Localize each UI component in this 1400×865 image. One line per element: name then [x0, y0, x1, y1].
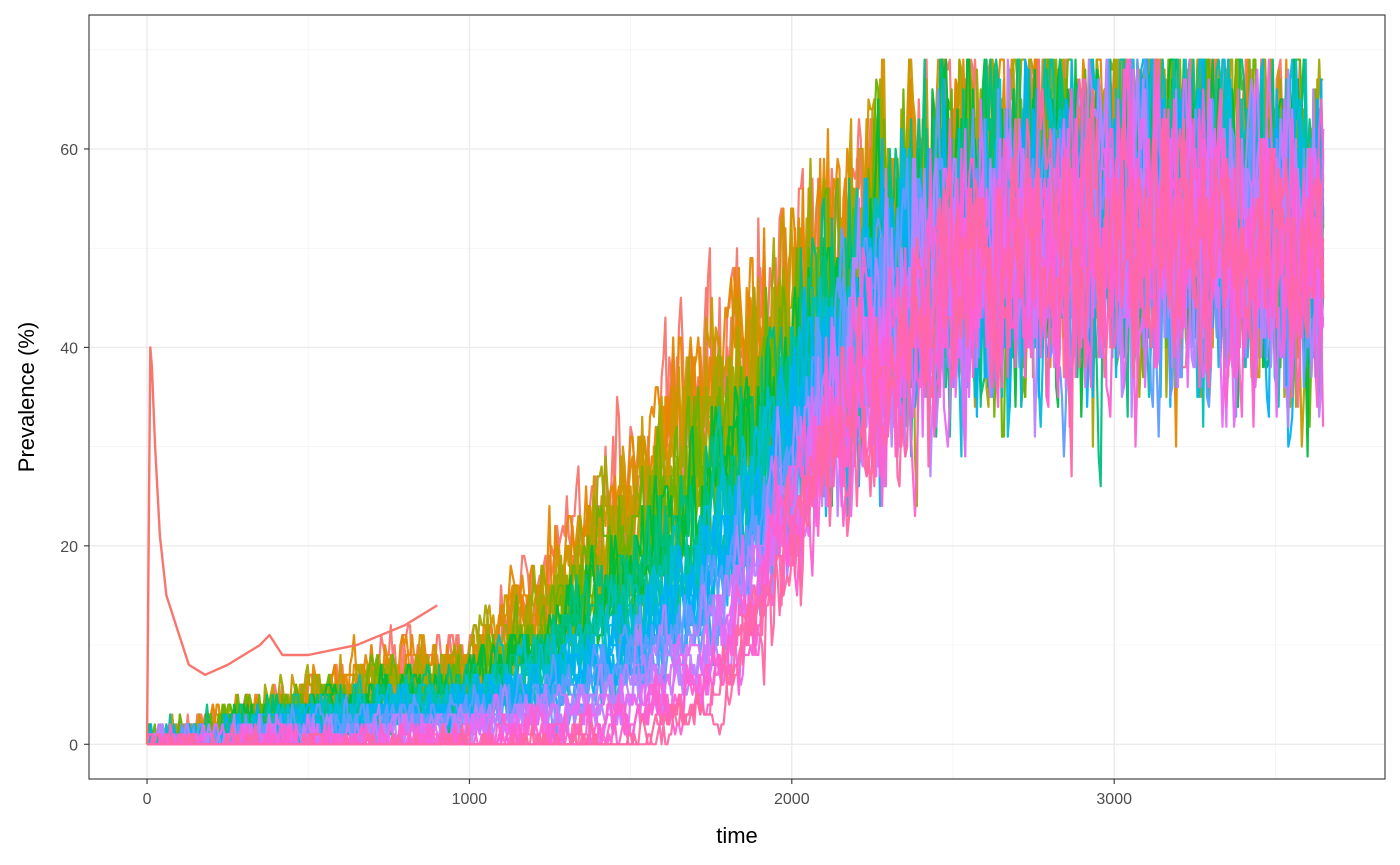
y-axis-title: Prevalence (%): [14, 322, 39, 472]
series-line: [147, 78, 1325, 746]
y-tick-label: 0: [69, 737, 78, 754]
y-axis-ticks: 0 20 40 60: [60, 142, 89, 754]
x-tick-label: 1000: [452, 791, 488, 808]
x-tick-label: 3000: [1096, 791, 1132, 808]
x-axis-title: time: [716, 823, 758, 848]
series-layer: [145, 58, 1325, 746]
plot-border: [88, 14, 1386, 780]
y-tick-label: 20: [60, 539, 78, 556]
y-tick-label: 60: [60, 142, 78, 159]
highlight-series-line: [145, 346, 438, 745]
x-axis-ticks: 0 1000 2000 3000: [143, 779, 1132, 808]
x-tick-label: 2000: [774, 791, 810, 808]
x-tick-label: 0: [143, 791, 152, 808]
y-tick-label: 40: [60, 340, 78, 357]
